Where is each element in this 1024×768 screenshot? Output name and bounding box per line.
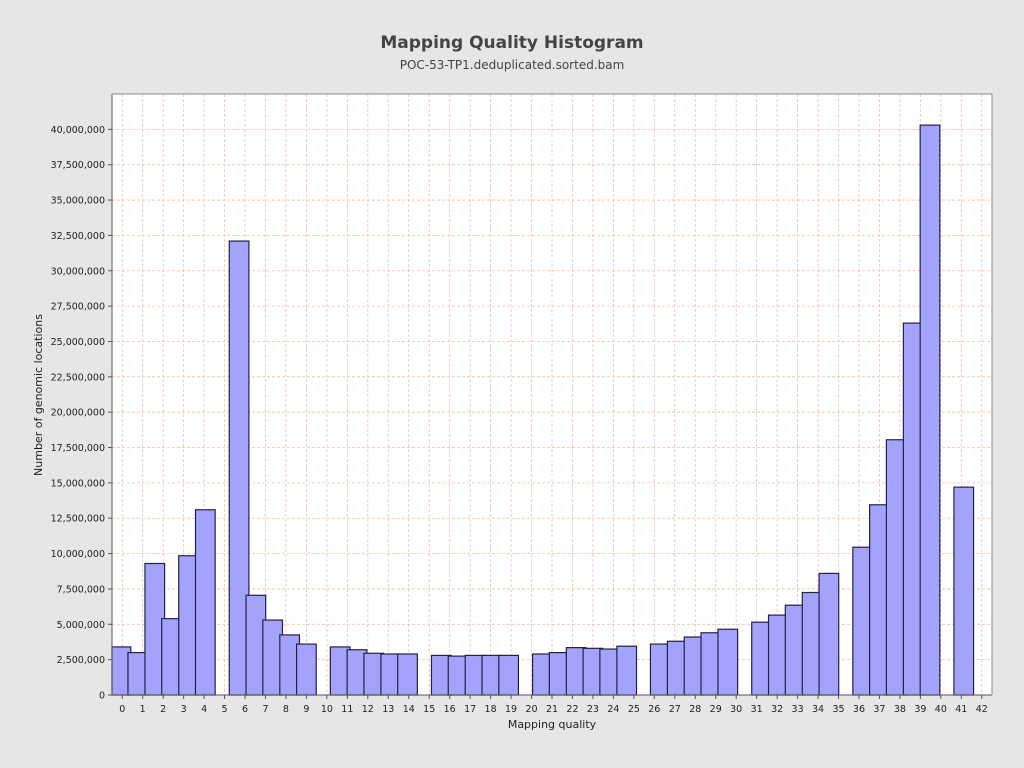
- x-tick-label: 41: [955, 704, 967, 715]
- x-tick-label: 26: [648, 704, 660, 715]
- y-tick-label: 17,500,000: [51, 443, 105, 454]
- x-tick-label: 8: [283, 704, 289, 715]
- x-tick-label: 12: [362, 704, 374, 715]
- x-tick-label: 9: [303, 704, 309, 715]
- y-tick-label: 7,500,000: [57, 584, 105, 595]
- y-tick-label: 10,000,000: [51, 549, 105, 560]
- bar: [194, 509, 216, 696]
- x-axis-ticks: 0 1 2 3 4 5 6 7 8 9 10 11 12 13 14 15 16 17 18 19 20 21 22 23 24…: [119, 695, 988, 715]
- x-tick-label: 15: [423, 704, 435, 715]
- bar: [397, 653, 418, 696]
- x-tick-label: 36: [853, 704, 865, 715]
- y-tick-label: 32,500,000: [51, 231, 105, 242]
- x-tick-label: 30: [730, 704, 742, 715]
- y-tick-label: 20,000,000: [51, 408, 105, 419]
- y-tick-label: 12,500,000: [51, 514, 105, 525]
- bar: [295, 643, 317, 696]
- y-tick-label: 22,500,000: [51, 372, 105, 383]
- x-tick-label: 18: [485, 704, 497, 715]
- x-tick-label: 38: [894, 704, 906, 715]
- x-tick-label: 40: [935, 704, 947, 715]
- x-tick-label: 0: [119, 704, 125, 715]
- y-axis-ticks: 0 2,500,000 5,000,000 7,500,000 10,000,000 12…: [51, 125, 112, 702]
- x-tick-label: 35: [832, 704, 844, 715]
- x-tick-label: 31: [751, 704, 763, 715]
- x-tick-label: 19: [505, 704, 517, 715]
- y-tick-label: 30,000,000: [51, 266, 105, 277]
- x-tick-label: 28: [689, 704, 701, 715]
- x-tick-label: 7: [262, 704, 268, 715]
- x-tick-label: 25: [628, 704, 640, 715]
- x-tick-label: 4: [201, 704, 207, 715]
- x-tick-label: 20: [525, 704, 537, 715]
- y-tick-label: 2,500,000: [57, 655, 105, 666]
- y-tick-label: 40,000,000: [51, 125, 105, 136]
- chart-subtitle: POC-53-TP1.deduplicated.sorted.bam: [400, 58, 625, 72]
- bar: [818, 572, 840, 696]
- x-tick-label: 39: [914, 704, 926, 715]
- x-tick-label: 23: [587, 704, 599, 715]
- y-tick-label: 37,500,000: [51, 160, 105, 171]
- x-tick-label: 16: [444, 704, 456, 715]
- y-tick-label: 27,500,000: [51, 302, 105, 313]
- bar: [616, 645, 638, 696]
- bar: [498, 654, 520, 696]
- x-tick-label: 6: [242, 704, 248, 715]
- x-tick-label: 33: [792, 704, 804, 715]
- x-tick-label: 42: [976, 704, 988, 715]
- bar: [953, 486, 975, 696]
- x-tick-label: 29: [710, 704, 722, 715]
- y-tick-label: 15,000,000: [51, 478, 105, 489]
- x-tick-label: 34: [812, 704, 824, 715]
- x-tick-label: 11: [341, 704, 353, 715]
- x-tick-label: 22: [566, 704, 578, 715]
- x-tick-label: 24: [607, 704, 619, 715]
- y-tick-label: 35,000,000: [51, 196, 105, 207]
- x-tick-label: 13: [382, 704, 394, 715]
- x-axis-label: Mapping quality: [508, 718, 597, 731]
- x-tick-label: 3: [181, 704, 187, 715]
- bars: [111, 124, 975, 696]
- x-tick-label: 10: [321, 704, 333, 715]
- x-tick-label: 14: [403, 704, 415, 715]
- x-tick-label: 21: [546, 704, 558, 715]
- x-tick-label: 2: [160, 704, 166, 715]
- x-tick-label: 27: [669, 704, 681, 715]
- x-tick-label: 1: [140, 704, 146, 715]
- x-tick-label: 32: [771, 704, 783, 715]
- chart-title: Mapping Quality Histogram: [380, 33, 643, 53]
- y-tick-label: 25,000,000: [51, 337, 105, 348]
- bar: [919, 124, 941, 696]
- x-tick-label: 37: [873, 704, 885, 715]
- y-axis-label: Number of genomic locations: [32, 314, 45, 476]
- x-tick-label: 5: [222, 704, 228, 715]
- bar: [717, 628, 739, 696]
- x-tick-label: 17: [464, 704, 476, 715]
- y-tick-label: 0: [99, 691, 105, 702]
- y-tick-label: 5,000,000: [57, 620, 105, 631]
